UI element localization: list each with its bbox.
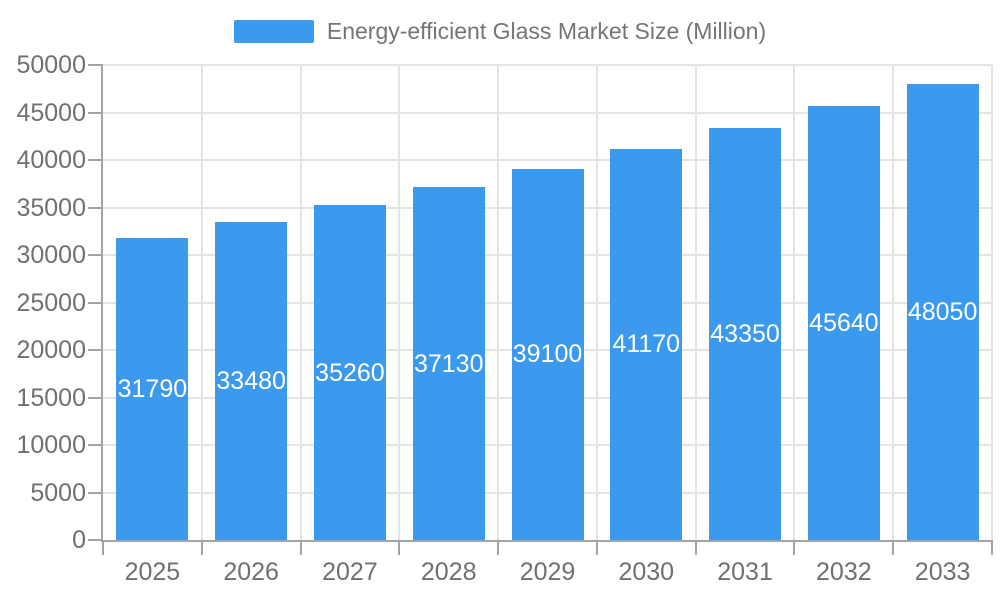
vertical-gridline	[793, 65, 796, 540]
y-axis-tick-label: 0	[72, 526, 86, 554]
bar-value-label: 41170	[612, 330, 681, 359]
bar-2031[interactable]: 43350	[709, 128, 782, 540]
y-axis-tick	[88, 111, 103, 114]
bar-value-label: 43350	[710, 320, 780, 349]
x-axis-tick-label: 2031	[717, 558, 773, 586]
horizontal-gridline	[103, 64, 992, 66]
x-axis-tick	[102, 540, 104, 555]
bar-2032[interactable]: 45640	[807, 106, 880, 540]
legend[interactable]: Energy-efficient Glass Market Size (Mill…	[0, 17, 1000, 45]
bar-value-label: 35260	[315, 358, 385, 387]
x-axis-tick	[299, 540, 302, 555]
y-axis-tick-label: 50000	[16, 51, 86, 79]
bar-2027[interactable]: 35260	[313, 205, 386, 540]
y-axis-tick	[88, 254, 103, 256]
vertical-gridline	[200, 65, 203, 540]
x-axis-tick	[694, 540, 697, 555]
bar-2029[interactable]: 39100	[511, 168, 584, 540]
bar-value-label: 37130	[413, 349, 484, 378]
bar-2028[interactable]: 37130	[412, 187, 485, 540]
x-axis-tick	[793, 540, 796, 555]
plot-area: 0 5000 10000 15000 20000 25000 30000 35000 40000…	[16, 51, 993, 586]
y-axis-tick	[88, 539, 103, 541]
legend-swatch[interactable]	[233, 19, 314, 43]
y-axis-tick-label: 30000	[16, 241, 86, 269]
horizontal-gridline	[103, 111, 992, 114]
x-axis-tick	[991, 540, 993, 555]
y-axis-tick	[88, 444, 103, 446]
vertical-gridline	[299, 65, 302, 540]
x-axis-tick-label: 2026	[223, 558, 279, 586]
vertical-gridline	[497, 65, 500, 540]
y-axis-tick	[88, 64, 103, 66]
x-axis-tick	[497, 540, 500, 555]
x-axis-tick-label: 2027	[322, 558, 378, 586]
bar-2033[interactable]: 48050	[906, 83, 979, 540]
vertical-gridline	[595, 65, 598, 540]
bar-value-label: 48050	[907, 297, 978, 326]
y-axis-tick-label: 15000	[16, 383, 86, 412]
y-axis-tick	[88, 301, 103, 304]
x-axis-tick-label: 2025	[124, 558, 181, 586]
x-axis-tick	[892, 540, 895, 555]
y-axis-tick-label: 25000	[16, 288, 86, 317]
bar-2025[interactable]: 31790	[116, 238, 189, 540]
horizontal-gridline	[103, 159, 992, 161]
bar-2026[interactable]: 33480	[215, 221, 288, 540]
x-axis-tick-label: 2029	[519, 558, 576, 586]
vertical-gridline	[892, 65, 895, 540]
bar-value-label: 39100	[512, 340, 583, 369]
vertical-gridline	[991, 65, 993, 540]
x-axis-tick	[595, 540, 598, 555]
bar-value-label: 45640	[809, 309, 879, 338]
vertical-gridline	[694, 65, 697, 540]
y-axis-tick-label: 5000	[30, 478, 86, 507]
vertical-gridline	[398, 65, 401, 540]
y-axis-tick	[88, 396, 103, 399]
x-axis-tick	[200, 540, 203, 555]
y-axis-tick-label: 20000	[16, 336, 86, 364]
y-axis-tick	[88, 491, 103, 494]
y-axis-tick	[88, 349, 103, 351]
x-axis-tick-label: 2030	[618, 558, 675, 586]
y-axis-line	[101, 65, 103, 540]
x-axis-tick-label: 2028	[420, 558, 477, 586]
x-axis-tick	[398, 540, 401, 555]
bar-value-label: 31790	[117, 375, 188, 403]
y-axis-tick-label: 35000	[16, 193, 86, 222]
x-axis-tick-label: 2032	[816, 558, 872, 586]
legend-label[interactable]: Energy-efficient Glass Market Size (Mill…	[326, 18, 767, 44]
y-axis-tick	[88, 206, 103, 209]
y-axis-tick-label: 10000	[16, 431, 86, 459]
y-axis-tick	[88, 159, 103, 161]
bar-value-label: 33480	[216, 366, 286, 395]
bar-2030[interactable]: 41170	[610, 148, 683, 540]
x-axis-tick-label: 2033	[914, 558, 971, 586]
y-axis-tick-label: 45000	[16, 98, 86, 127]
x-axis-line	[101, 540, 992, 542]
y-axis-tick-label: 40000	[16, 146, 86, 174]
